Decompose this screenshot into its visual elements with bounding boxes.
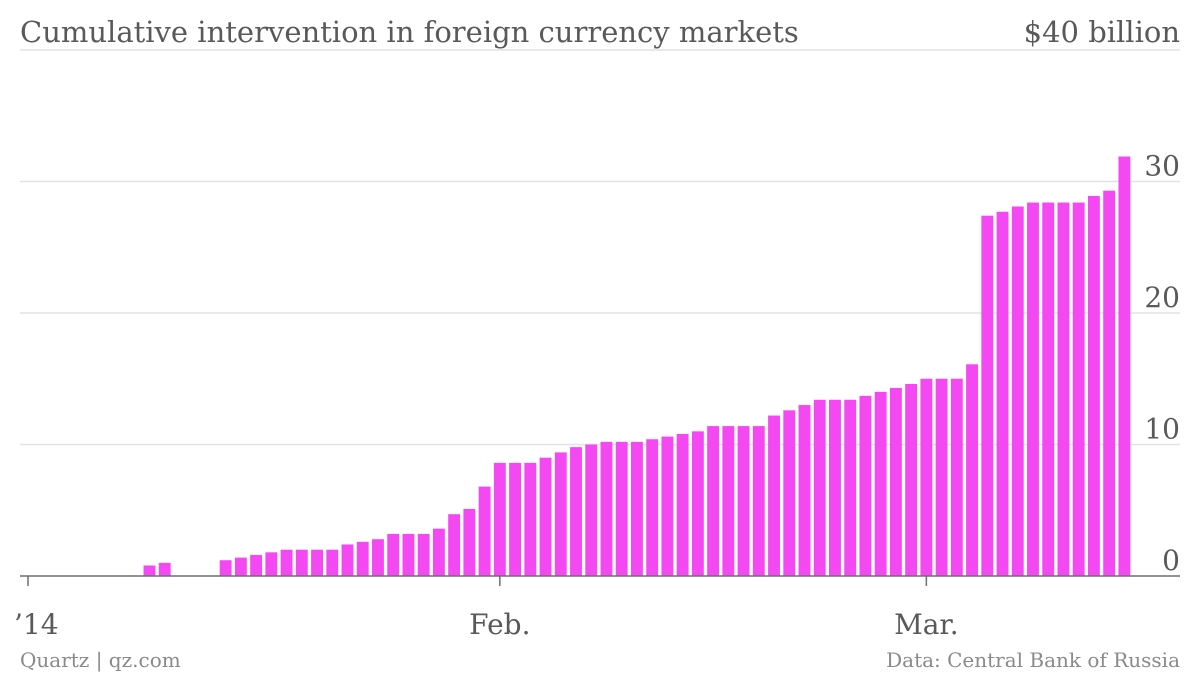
bar-47 [737,426,750,576]
bar-48 [752,426,765,576]
bar-37 [585,444,598,576]
unit-label: $40 billion [1024,15,1180,49]
bar-62 [966,364,978,576]
bar-35 [554,452,567,576]
bar-69 [1072,202,1085,577]
bar-8 [143,565,156,576]
bar-series [143,156,1131,577]
bar-56 [874,391,887,576]
footer-source: Data: Central Bank of Russia [886,648,1180,672]
bar-30 [478,486,491,576]
bar-60 [935,378,948,576]
bar-53 [829,399,841,576]
bar-42 [661,436,674,576]
bar-43 [676,433,689,576]
bar-64 [996,211,1009,576]
bar-57 [889,387,902,576]
bar-13 [219,560,232,576]
bar-16 [265,552,278,576]
y-tick-label-10: 10 [1144,413,1180,446]
bar-19 [311,549,323,576]
bar-41 [646,439,659,576]
bar-46 [722,426,735,576]
bar-28 [448,514,461,576]
y-tick-label-0: 0 [1162,544,1180,577]
bar-23 [372,539,384,576]
bar-65 [1011,206,1024,577]
x-tick-label-0: ’14 [14,608,59,641]
bar-34 [539,457,552,576]
bar-31 [493,462,506,576]
bar-63 [981,215,994,576]
bar-9 [158,562,171,576]
bar-50 [783,410,796,576]
bar-49 [768,415,780,576]
bar-15 [250,554,263,576]
bar-36 [570,447,582,576]
bar-52 [813,399,826,576]
bar-54 [844,399,857,576]
bar-32 [509,462,522,576]
bar-72 [1118,156,1131,576]
bar-17 [280,549,293,576]
bar-58 [905,384,918,576]
bar-20 [326,549,339,576]
bar-25 [402,533,415,576]
x-tick-label-2: Mar. [894,608,959,641]
bar-14 [234,557,247,576]
bar-18 [295,549,308,576]
bar-40 [630,441,643,576]
footer-credit: Quartz | qz.com [20,648,181,673]
bar-29 [463,508,476,576]
y-tick-label-20: 20 [1144,281,1180,314]
bar-33 [524,462,537,576]
bar-71 [1103,190,1116,576]
bar-45 [707,426,720,576]
bar-24 [387,533,400,576]
bar-27 [432,528,445,576]
x-tick-label-1: Feb. [469,608,530,641]
bar-70 [1087,195,1100,576]
chart-title: Cumulative intervention in foreign curre… [20,15,799,49]
bar-39 [615,441,628,576]
bar-61 [950,378,963,576]
bar-38 [600,441,613,576]
x-axis-ticks: ’14 Feb. Mar. [14,576,959,641]
y-axis-ticks: 0 10 20 30 [1144,150,1180,578]
bar-21 [341,544,354,576]
bar-51 [798,405,811,576]
bar-66 [1027,202,1039,577]
bar-26 [417,533,430,576]
bar-22 [356,541,369,576]
bar-68 [1057,202,1070,577]
y-tick-label-30: 30 [1144,150,1180,183]
bar-59 [920,378,933,576]
bar-67 [1042,202,1055,577]
bar-44 [691,431,704,576]
bar-55 [859,395,872,576]
